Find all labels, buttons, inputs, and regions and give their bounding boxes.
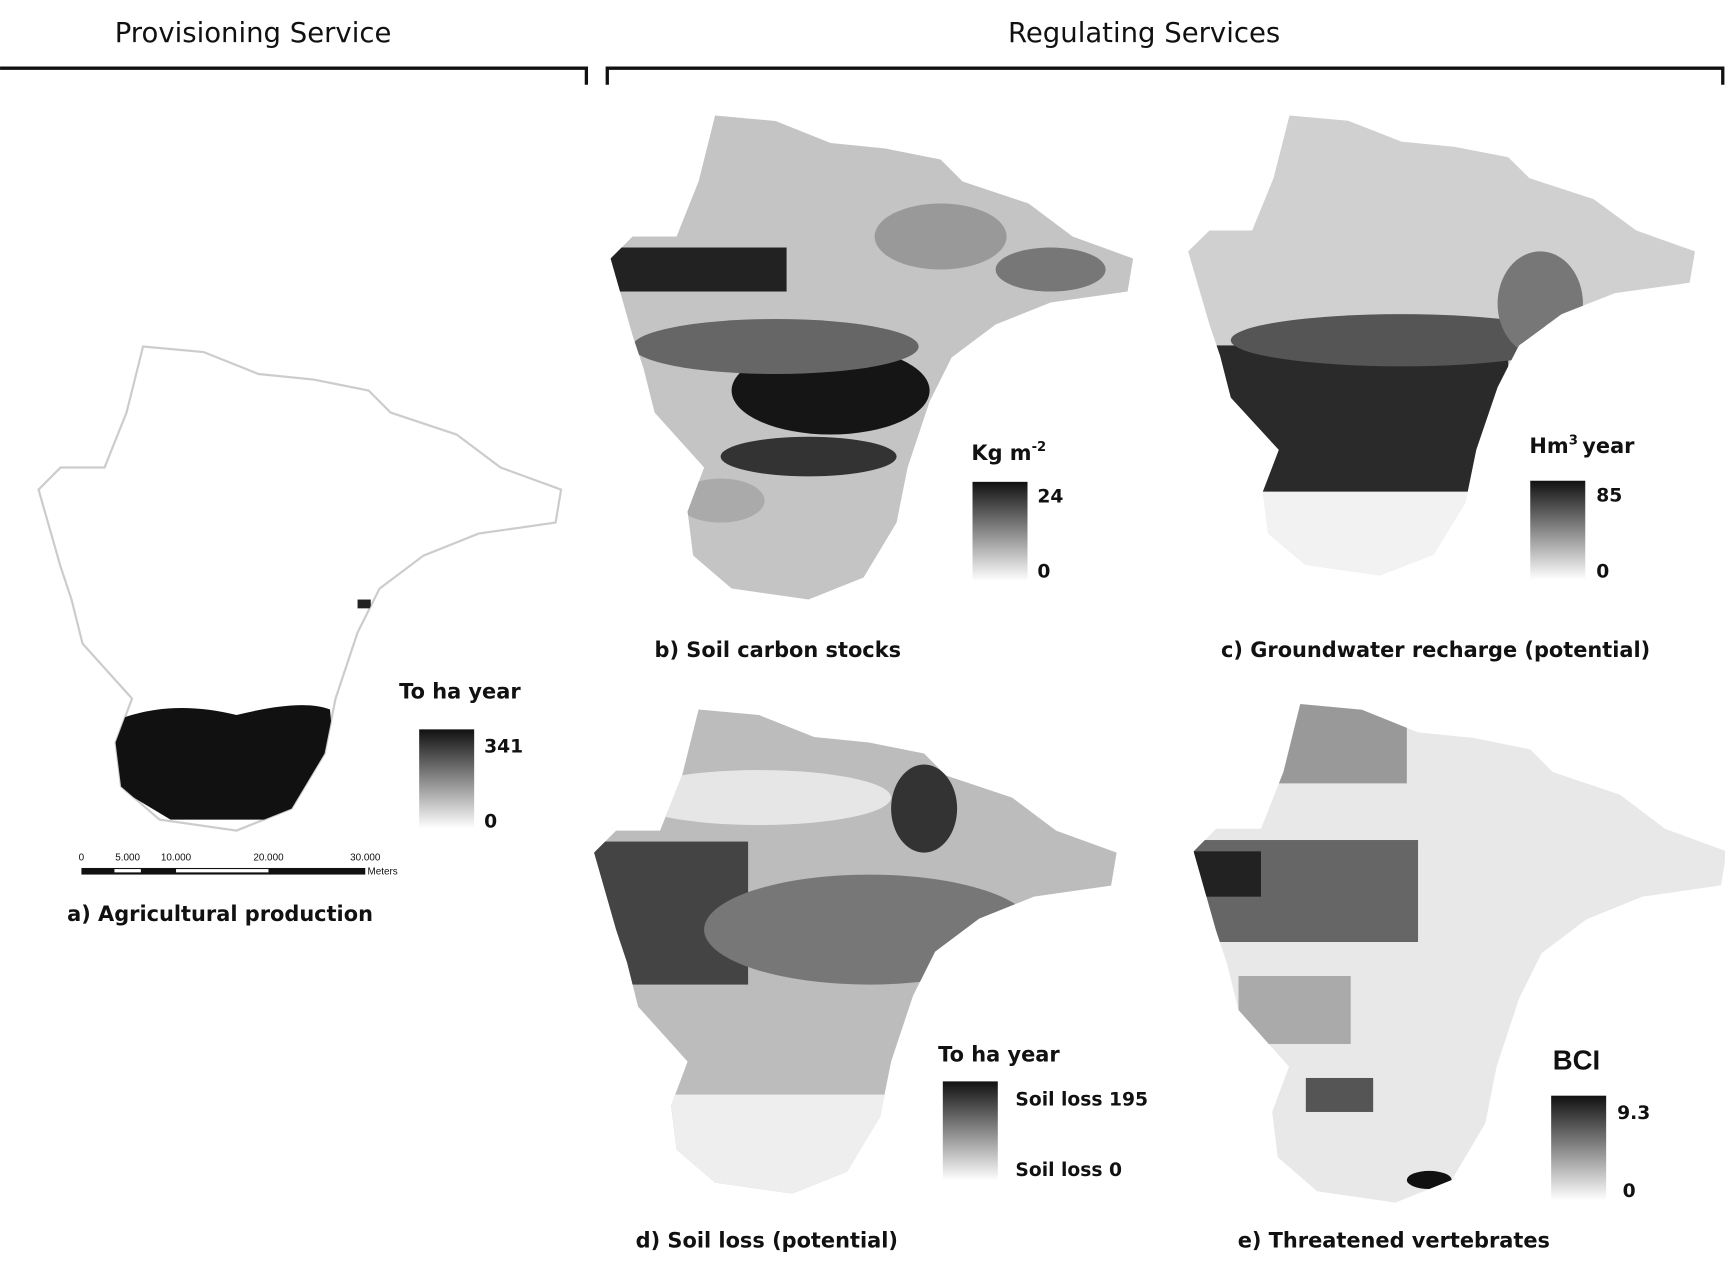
legend-bar (942, 1081, 998, 1181)
label: 30.000 (350, 852, 381, 863)
scale-bar: 0 5.000 10.000 20.000 30.000 Meters (79, 852, 398, 877)
map (1188, 115, 1695, 576)
legend-unit: To ha year (399, 680, 521, 704)
legend-unit: Kg m-2 (971, 440, 1046, 465)
legend-min: 0 (1037, 562, 1050, 583)
legend-min: 0 (484, 811, 497, 832)
bracket (605, 66, 1725, 85)
legend-min: Soil loss 0 (1015, 1160, 1122, 1181)
map (1193, 704, 1725, 1203)
label: 20.000 (253, 852, 284, 863)
legend-bar (972, 481, 1028, 581)
label: Hm (1529, 434, 1568, 458)
header: Regulating Services (1008, 17, 1280, 49)
caption: e) Threatened vertebrates (1238, 1228, 1550, 1252)
map (594, 709, 1117, 1194)
label: 10.000 (161, 852, 192, 863)
legend-bar (1530, 480, 1586, 580)
caption: c) Groundwater recharge (potential) (1221, 638, 1650, 662)
bracket (0, 66, 589, 85)
label: year (1582, 434, 1635, 458)
label: -2 (1032, 440, 1047, 455)
legend-max: 24 (1037, 487, 1063, 508)
label: 0 (79, 852, 85, 863)
label: Meters (367, 867, 397, 878)
map (610, 115, 1134, 600)
legend-max: 85 (1596, 486, 1622, 507)
header: Provisioning Service (115, 17, 392, 49)
legend-max: 341 (484, 736, 523, 757)
legend-max: 9.3 (1617, 1103, 1650, 1124)
label: 5.000 (115, 852, 140, 863)
caption: d) Soil loss (potential) (636, 1228, 898, 1252)
legend-bar (419, 729, 475, 829)
legend-bar (1551, 1095, 1607, 1201)
caption: b) Soil carbon stocks (655, 638, 902, 662)
label: To ha year (938, 1043, 1060, 1067)
caption: a) Agricultural production (67, 902, 373, 926)
legend-min: 0 (1596, 562, 1609, 583)
legend-min: 0 (1623, 1181, 1636, 1202)
label: 3 (1569, 433, 1578, 448)
legend-unit: Hm3 year (1529, 433, 1635, 458)
label: Kg m (971, 441, 1031, 465)
map (37, 345, 563, 832)
legend-max: Soil loss 195 (1015, 1090, 1148, 1111)
label: To ha year (399, 680, 521, 704)
label: BCI (1553, 1044, 1600, 1075)
legend-unit: BCI (1553, 1044, 1600, 1075)
legend-unit: To ha year (938, 1043, 1060, 1067)
